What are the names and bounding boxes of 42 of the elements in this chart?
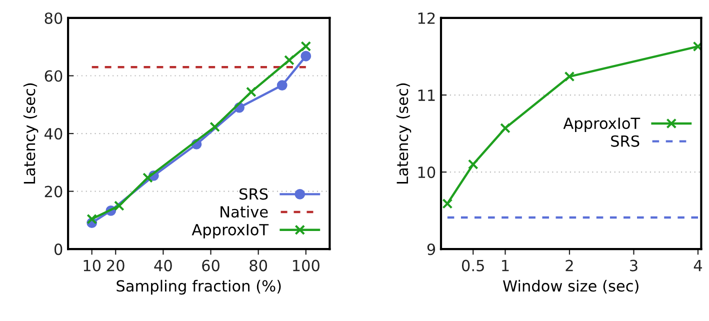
point — [86, 214, 98, 224]
x-tick-label: 20 — [107, 260, 124, 272]
y-tick-label: 20 — [44, 186, 62, 198]
x-axis-title: Sampling fraction (%) — [116, 280, 281, 295]
point — [564, 71, 575, 82]
point — [276, 80, 288, 90]
y-tick-label: 10 — [418, 166, 436, 178]
x-tick-label: 3 — [630, 260, 638, 272]
y-tick-label: 80 — [44, 12, 62, 24]
y-axis-title: Latency (sec) — [396, 83, 412, 184]
x-tick-label: 2 — [566, 260, 573, 272]
point — [284, 54, 294, 66]
x-tick-label: 0.5 — [462, 260, 484, 272]
x-tick-label: 100 — [293, 260, 320, 272]
point — [468, 159, 478, 170]
legend-label: SRS — [611, 135, 640, 147]
y-axis-title: Latency (sec) — [23, 83, 38, 184]
legend-label: ApproxIoT — [192, 224, 269, 238]
legend-label: ApproxIoT — [563, 118, 640, 132]
point — [210, 122, 220, 132]
point — [300, 50, 312, 62]
x-tick-label: 80 — [250, 260, 268, 272]
y-tick-label: 40 — [44, 128, 62, 140]
point — [442, 198, 453, 209]
x-tick-label: 4 — [694, 260, 702, 272]
legend-label: SRS — [240, 188, 268, 200]
point — [246, 86, 256, 98]
point — [300, 41, 312, 52]
y-tick-label: 0 — [54, 244, 62, 256]
y-tick-label: 60 — [44, 70, 62, 82]
x-tick-label: 1 — [502, 260, 509, 272]
x-axis-title: Window size (sec) — [502, 280, 638, 294]
legend-label: Native — [220, 206, 268, 218]
y-tick-label: 12 — [418, 12, 435, 24]
y-tick-label: 11 — [418, 90, 435, 101]
point — [500, 122, 510, 134]
x-tick-label: 10 — [84, 260, 101, 272]
x-tick-label: 60 — [202, 260, 220, 272]
x-tick-label: 40 — [154, 260, 172, 272]
y-tick-label: 9 — [427, 244, 436, 256]
point — [142, 172, 153, 183]
point — [114, 200, 124, 211]
